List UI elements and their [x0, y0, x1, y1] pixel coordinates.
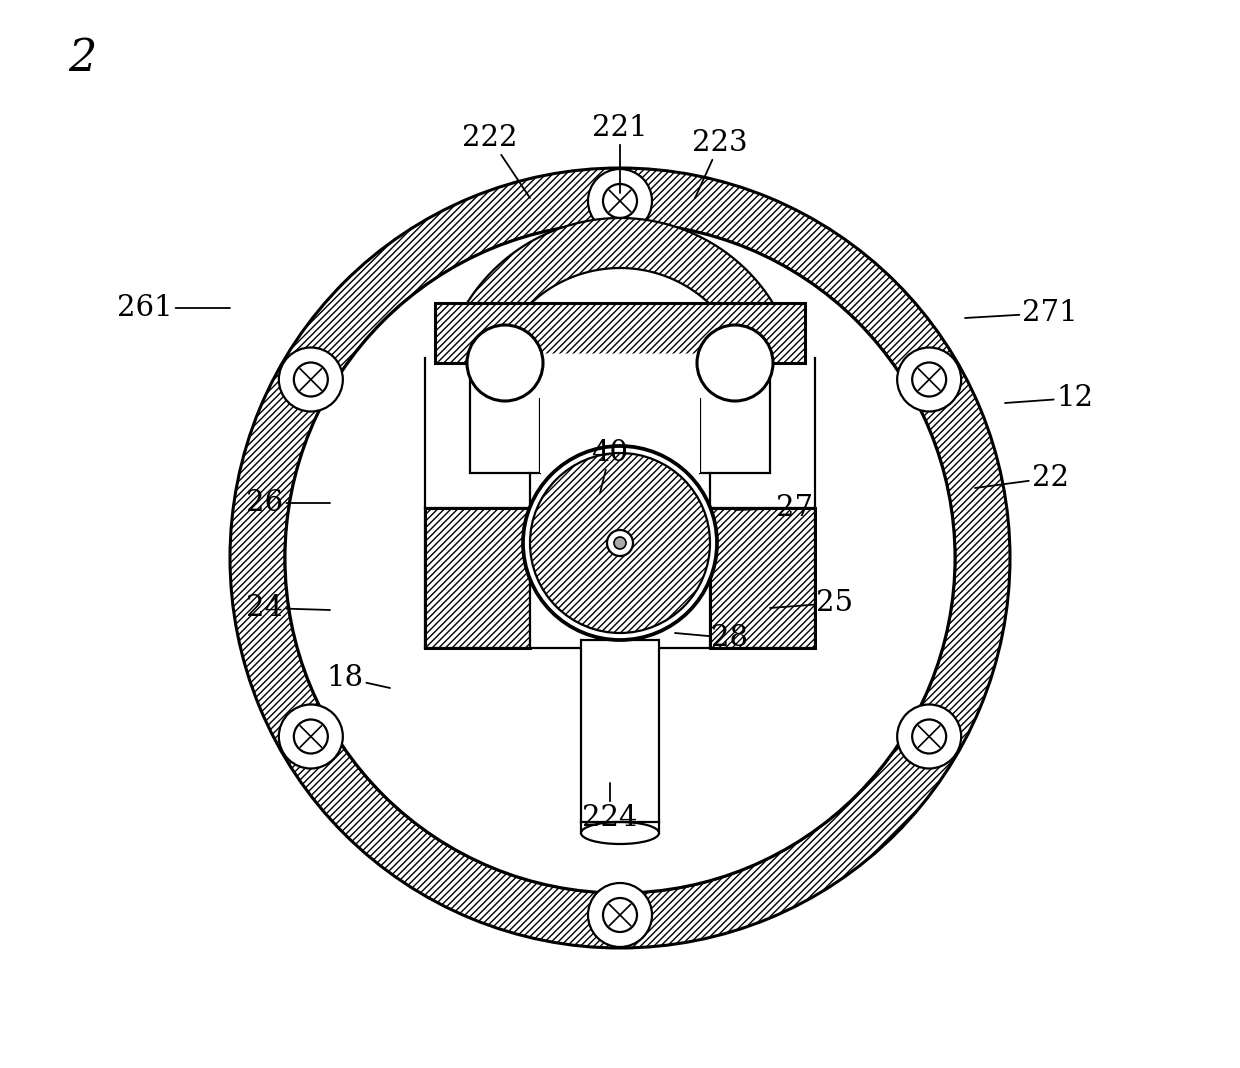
- Text: 271: 271: [965, 299, 1078, 327]
- Circle shape: [294, 362, 327, 396]
- Circle shape: [279, 705, 342, 769]
- Circle shape: [898, 705, 961, 769]
- Circle shape: [467, 325, 543, 400]
- Circle shape: [913, 720, 946, 754]
- Circle shape: [588, 883, 652, 947]
- Circle shape: [898, 347, 961, 411]
- Polygon shape: [451, 218, 789, 354]
- Circle shape: [529, 453, 711, 633]
- Circle shape: [229, 168, 1011, 948]
- Text: 12: 12: [1004, 384, 1094, 412]
- Circle shape: [588, 169, 652, 233]
- Text: 27: 27: [735, 494, 813, 522]
- Bar: [470, 363, 539, 473]
- Bar: [582, 640, 658, 833]
- Polygon shape: [490, 354, 750, 398]
- Text: 221: 221: [593, 114, 647, 193]
- Circle shape: [523, 446, 717, 640]
- Text: 261: 261: [118, 294, 229, 321]
- Circle shape: [608, 530, 632, 556]
- Circle shape: [279, 347, 342, 411]
- Text: 28: 28: [675, 624, 749, 651]
- Circle shape: [285, 223, 955, 893]
- Ellipse shape: [582, 822, 658, 844]
- Text: 40: 40: [591, 439, 629, 493]
- Circle shape: [697, 325, 773, 400]
- Bar: [701, 363, 770, 473]
- Text: 223: 223: [692, 129, 748, 198]
- Circle shape: [294, 720, 327, 754]
- Circle shape: [288, 226, 952, 890]
- Bar: [539, 363, 701, 473]
- Bar: [529, 508, 711, 648]
- Text: 18: 18: [326, 664, 391, 692]
- Text: 222: 222: [463, 124, 529, 198]
- Circle shape: [913, 362, 946, 396]
- Text: 24: 24: [247, 594, 330, 622]
- Text: 26: 26: [247, 489, 330, 517]
- Circle shape: [614, 537, 626, 549]
- Text: 224: 224: [583, 783, 637, 832]
- Wedge shape: [229, 168, 1011, 948]
- Text: 25: 25: [770, 588, 853, 617]
- Circle shape: [603, 898, 637, 932]
- Text: 22: 22: [975, 464, 1069, 492]
- Bar: [711, 508, 815, 648]
- Text: 2: 2: [68, 36, 97, 80]
- Bar: [435, 303, 805, 363]
- Circle shape: [603, 184, 637, 218]
- Bar: [425, 508, 529, 648]
